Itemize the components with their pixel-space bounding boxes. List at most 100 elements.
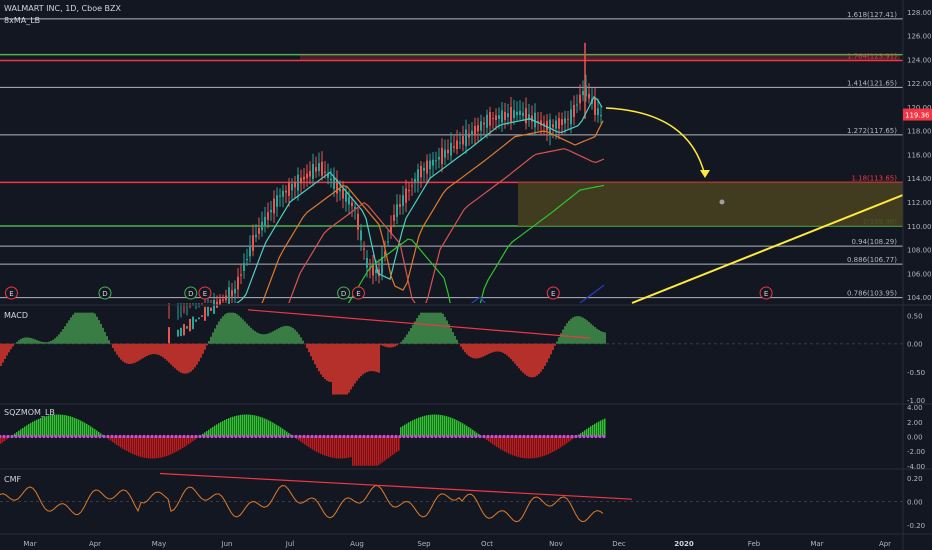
macd-histogram-bar	[450, 328, 452, 344]
sqz-dot	[250, 434, 254, 439]
macd-histogram-bar	[144, 343, 146, 358]
moving-average-line	[288, 148, 605, 303]
sqz-dot	[206, 434, 210, 439]
sqz-dot	[254, 434, 258, 439]
candle-body	[288, 182, 290, 196]
macd-histogram-bar	[276, 329, 278, 344]
candle-body	[222, 299, 224, 301]
candle-body	[393, 214, 395, 221]
sqz-momentum-bar	[214, 425, 216, 437]
macd-histogram-bar	[524, 343, 526, 375]
candle-body	[180, 327, 182, 337]
sqz-dot	[450, 434, 454, 439]
sqz-momentum-bar	[138, 436, 140, 457]
candle-body	[507, 113, 509, 118]
macd-histogram-bar	[230, 312, 232, 344]
sqz-dot	[170, 434, 174, 439]
macd-histogram-bar	[532, 343, 534, 378]
sqz-momentum-bar	[158, 436, 160, 458]
sqz-dot	[178, 434, 182, 439]
candle-body	[312, 163, 314, 180]
macd-histogram-bar	[384, 343, 386, 347]
time-tick-label: Dec	[612, 540, 626, 548]
event-marker-label: D	[188, 290, 193, 298]
sqz-dot	[374, 434, 378, 439]
sqz-dot	[262, 434, 266, 439]
macd-histogram-bar	[150, 343, 152, 355]
ma-indicator-legend[interactable]: 8xMA_LB	[4, 16, 41, 25]
macd-histogram-bar	[254, 331, 256, 344]
sqz-momentum-bar	[154, 436, 156, 459]
macd-label[interactable]: MACD	[4, 311, 28, 320]
candle-body	[483, 122, 485, 125]
sqz-momentum-bar	[538, 436, 540, 458]
macd-histogram-bar	[208, 340, 210, 344]
sqz-momentum-bar	[454, 419, 456, 437]
macd-histogram-bar	[62, 329, 64, 344]
candle-body	[399, 204, 401, 207]
sqz-momentum-bar	[256, 415, 258, 437]
macd-histogram-bar	[36, 340, 38, 344]
sqz-dot	[22, 434, 26, 439]
time-tick-label: 2020	[674, 540, 694, 548]
sqz-momentum-bar	[194, 436, 196, 440]
sqz-momentum-bar	[464, 424, 466, 437]
sqz-momentum-bar	[486, 436, 488, 440]
sqz-dot	[366, 434, 370, 439]
sqz-tick-label: -2.00	[907, 448, 925, 456]
macd-histogram-bar	[142, 343, 144, 359]
macd-histogram-bar	[34, 339, 36, 344]
candle-body	[537, 121, 539, 123]
symbol-legend[interactable]: WALMART INC, 1D, Cboe BZX	[4, 4, 122, 13]
price-tick-label: 122.00	[907, 80, 932, 88]
candle-body	[447, 149, 449, 154]
macd-histogram-bar	[46, 342, 48, 344]
sqz-dot	[78, 434, 82, 439]
sqz-momentum-bar	[122, 436, 124, 449]
sqz-dot	[274, 434, 278, 439]
sqz-momentum-bar	[494, 436, 496, 446]
macd-histogram-bar	[550, 343, 552, 355]
sqz-momentum-bar	[52, 414, 54, 437]
sqz-momentum-bar	[386, 436, 388, 460]
sqzmom-label[interactable]: SQZMOM_LB	[4, 408, 55, 417]
sqz-dot	[314, 434, 318, 439]
sqz-dot	[346, 434, 350, 439]
sqz-dot	[518, 434, 522, 439]
event-marker	[184, 286, 198, 300]
macd-histogram-bar	[602, 331, 604, 344]
sqz-momentum-bar	[210, 428, 212, 437]
sqz-dot	[142, 434, 146, 439]
macd-histogram-bar	[278, 328, 280, 344]
sqz-dot	[230, 434, 234, 439]
sqz-momentum-bar	[310, 436, 312, 449]
macd-histogram-bar	[138, 343, 140, 361]
sqz-dot	[342, 434, 346, 439]
sqz-momentum-bar	[284, 430, 286, 437]
sqz-momentum-bar	[402, 425, 404, 437]
candle-body	[315, 167, 317, 172]
macd-histogram-bar	[26, 337, 28, 344]
sqz-dot	[478, 434, 482, 439]
cmf-label[interactable]: CMF	[4, 475, 22, 484]
macd-histogram-bar	[548, 343, 550, 359]
sqz-momentum-bar	[282, 428, 284, 437]
candle-body	[588, 93, 590, 99]
macd-histogram-bar	[162, 343, 164, 358]
macd-histogram-bar	[234, 312, 236, 344]
macd-histogram-bar	[344, 343, 346, 395]
sqz-momentum-bar	[72, 417, 74, 437]
sqz-momentum-bar	[600, 420, 602, 437]
candle-body	[423, 167, 425, 171]
sqz-momentum-bar	[398, 436, 400, 451]
sqz-momentum-bar	[6, 436, 8, 440]
macd-histogram-bar	[540, 343, 542, 372]
candle-body	[324, 171, 326, 173]
macd-histogram-bar	[286, 325, 288, 344]
sqz-momentum-bar	[50, 415, 52, 437]
sqz-momentum-bar	[298, 436, 300, 441]
sqz-momentum-bar	[436, 414, 438, 437]
sqz-momentum-bar	[332, 436, 334, 458]
macd-histogram-bar	[206, 343, 208, 346]
